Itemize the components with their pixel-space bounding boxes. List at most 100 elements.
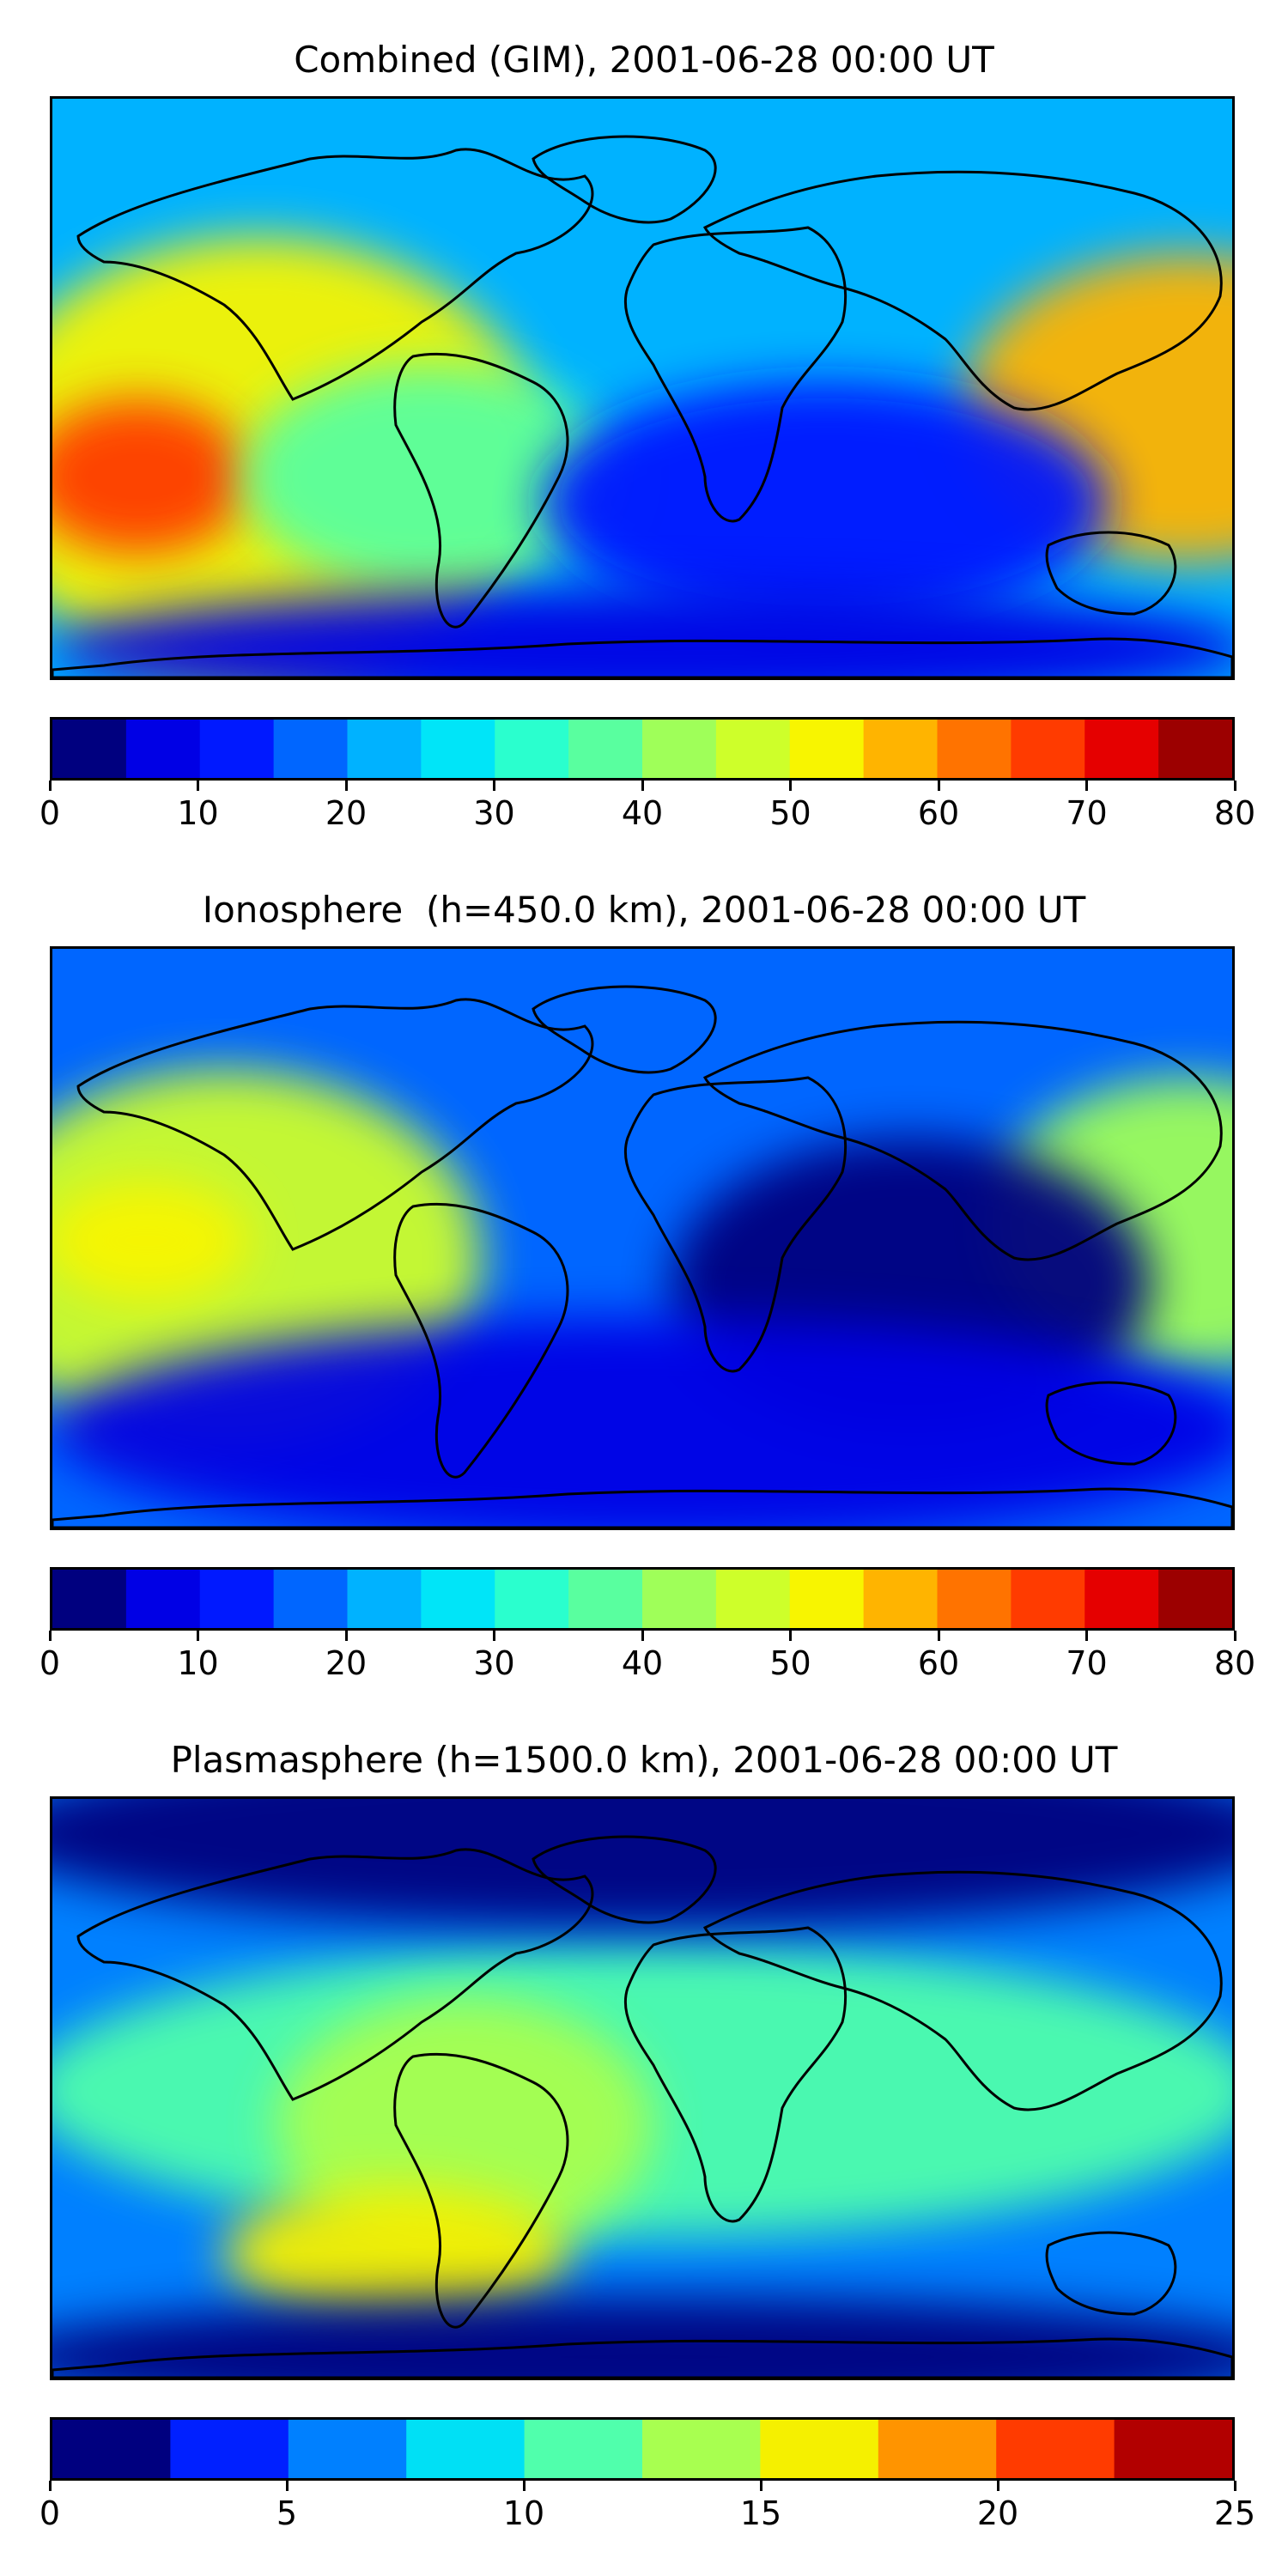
ionosphere-colorbar-swatch-9 [715, 1570, 791, 1628]
combined-colorbar-tick-mark [197, 781, 199, 791]
combined-colorbar-swatch-13 [1011, 720, 1085, 778]
ionosphere-colorbar-tick-mark [197, 1631, 199, 1641]
ionosphere-coastline-2 [532, 985, 717, 1074]
ionosphere-colorbar-tick-label: 70 [1066, 1644, 1108, 1682]
map-combined [50, 96, 1235, 680]
ionosphere-colorbar-swatch-4 [347, 1570, 422, 1628]
combined-field-south-america-tropics [241, 365, 619, 588]
plasmasphere-colorbar-tick-label: 25 [1213, 2494, 1256, 2532]
ionosphere-colorbar-tick-label: 50 [769, 1644, 811, 1682]
combined-colorbar-swatch-4 [347, 720, 422, 778]
combined-coastline-5 [1045, 531, 1177, 616]
ionosphere-colorbar-tick-mark [493, 1631, 495, 1641]
panel-title-ionosphere: Ionosphere (h=450.0 km), 2001-06-28 00:0… [202, 889, 1086, 931]
colorbar-ticks-ionosphere: 0 10 20 30 40 50 60 70 80 [39, 1631, 1255, 1682]
panel-title-combined: Combined (GIM), 2001-06-28 00:00 UT [294, 39, 994, 81]
plasmasphere-coastline-2 [532, 1835, 717, 1924]
ionosphere-colorbar-swatch-10 [789, 1570, 865, 1628]
ionosphere-colorbar-tick-label: 60 [917, 1644, 960, 1682]
combined-colorbar-swatch-10 [789, 720, 865, 778]
colorbar-ticks-combined: 0 10 20 30 40 50 60 70 80 [39, 781, 1255, 832]
plasmasphere-colorbar-swatch-5 [642, 2420, 761, 2478]
combined-coastline-4 [702, 170, 1223, 411]
plasmasphere-colorbar-swatch-7 [878, 2420, 997, 2478]
combined-field-africa-indian-ocean [542, 382, 1109, 623]
plasmasphere-colorbar-tick-label: 10 [502, 2494, 545, 2532]
combined-colorbar-swatch-0 [52, 720, 127, 778]
plasmasphere-colorbar-swatch-2 [288, 2420, 407, 2478]
ionosphere-colorbar-tick-mark [1085, 1631, 1088, 1641]
plasmasphere-colorbar-tick-mark [522, 2481, 526, 2491]
plasmasphere-colorbar-swatch-8 [996, 2420, 1115, 2478]
colorbar-swatches [52, 1570, 1232, 1628]
heatmap-plasmasphere [52, 1799, 1232, 2378]
ionosphere-coastline-5 [1045, 1381, 1177, 1466]
combined-colorbar-swatch-9 [715, 720, 791, 778]
ionosphere-colorbar-swatch-6 [495, 1570, 569, 1628]
plasmasphere-field-south-atlantic-peak [224, 2185, 568, 2323]
colorbar-combined [50, 717, 1235, 781]
ionosphere-colorbar-tick-label: 40 [621, 1644, 664, 1682]
ionosphere-colorbar-swatch-14 [1084, 1570, 1159, 1628]
map-ionosphere [50, 946, 1235, 1530]
ionosphere-colorbar-swatch-2 [199, 1570, 275, 1628]
colorbar-ionosphere [50, 1567, 1235, 1631]
combined-colorbar-tick-label: 80 [1213, 794, 1256, 832]
combined-colorbar-tick-label: 70 [1066, 794, 1108, 832]
combined-colorbar-tick-mark [937, 781, 940, 791]
ionosphere-field-southern-ocean [52, 1318, 1232, 1528]
plasmasphere-field-south-polar [52, 2297, 1232, 2378]
ionosphere-colorbar-swatch-3 [273, 1570, 349, 1628]
combined-colorbar-swatch-1 [125, 720, 201, 778]
combined-coastline-0 [76, 148, 594, 401]
ionosphere-colorbar-swatch-5 [421, 1570, 495, 1628]
plasmasphere-colorbar-swatch-4 [524, 2420, 643, 2478]
combined-colorbar-tick-label: 0 [39, 794, 61, 832]
combined-coastline-1 [393, 352, 569, 629]
plasmasphere-colorbar-tick-mark [759, 2481, 762, 2491]
plasmasphere-coastline-0 [76, 1848, 594, 2101]
colorbar-ticks-plasmasphere: 0 5 10 15 20 25 [39, 2481, 1255, 2532]
combined-colorbar-tick-mark [1233, 781, 1236, 791]
ionosphere-colorbar-tick-label: 20 [325, 1644, 368, 1682]
combined-field-southern-ocean [52, 588, 1232, 677]
combined-colorbar-swatch-11 [863, 720, 939, 778]
plasmasphere-colorbar-tick-label: 20 [976, 2494, 1019, 2532]
ionosphere-colorbar-tick-mark [48, 1631, 52, 1641]
ionosphere-colorbar-tick-label: 10 [177, 1644, 219, 1682]
combined-colorbar-tick-label: 20 [325, 794, 368, 832]
combined-colorbar-swatch-3 [273, 720, 349, 778]
plasmasphere-colorbar-tick-mark [1233, 2481, 1236, 2491]
colorbar-swatches [52, 720, 1232, 778]
ionosphere-colorbar-tick-mark [1233, 1631, 1236, 1641]
combined-colorbar-tick-mark [48, 781, 52, 791]
combined-colorbar-tick-mark [1085, 781, 1088, 791]
combined-colorbar-tick-mark [493, 781, 495, 791]
combined-colorbar-swatch-12 [937, 720, 1012, 778]
combined-colorbar-swatch-2 [199, 720, 275, 778]
panel-title-plasmasphere: Plasmasphere (h=1500.0 km), 2001-06-28 0… [170, 1739, 1118, 1781]
combined-colorbar-tick-mark [641, 781, 644, 791]
combined-colorbar-swatch-7 [568, 720, 643, 778]
ionosphere-coastline-6 [52, 1487, 1232, 1528]
ionosphere-coastline-0 [76, 998, 594, 1251]
plasmasphere-colorbar-swatch-6 [760, 2420, 879, 2478]
combined-colorbar-tick-label: 40 [621, 794, 664, 832]
plasmasphere-colorbar-tick-mark [996, 2481, 999, 2491]
plasmasphere-coastline-1 [393, 2052, 569, 2329]
ionosphere-field-north-pacific-peak [52, 1181, 250, 1301]
ionosphere-colorbar-tick-label: 30 [473, 1644, 515, 1682]
combined-coastline-3 [623, 226, 848, 523]
ionosphere-coastline-3 [623, 1076, 848, 1373]
ionosphere-colorbar-swatch-13 [1011, 1570, 1085, 1628]
plasmasphere-colorbar-tick-mark [48, 2481, 52, 2491]
combined-colorbar-swatch-14 [1084, 720, 1159, 778]
plasmasphere-field-north-polar [52, 1799, 1232, 1928]
combined-colorbar-tick-label: 10 [177, 794, 219, 832]
plasmasphere-coastline-5 [1045, 2231, 1177, 2316]
plasmasphere-coastline-3 [623, 1926, 848, 2223]
ionosphere-colorbar-tick-mark [937, 1631, 940, 1641]
plasmasphere-colorbar-swatch-3 [406, 2420, 526, 2478]
plasmasphere-colorbar-swatch-9 [1114, 2420, 1232, 2478]
ionosphere-colorbar-tick-label: 80 [1213, 1644, 1256, 1682]
